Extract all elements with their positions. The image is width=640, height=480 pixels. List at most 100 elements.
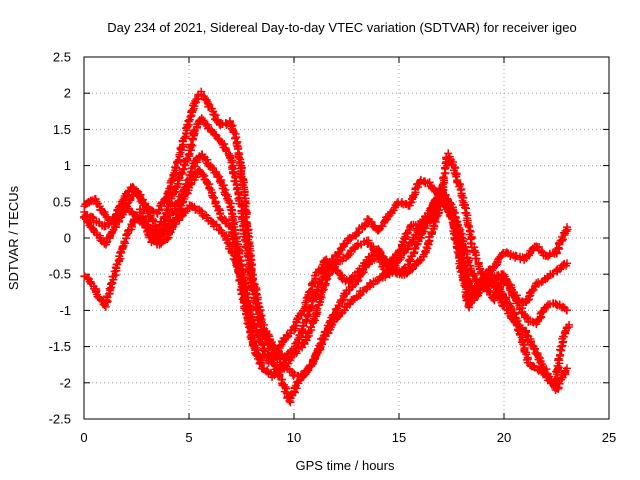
data-point (414, 225, 423, 234)
data-point (529, 343, 538, 352)
series-track-e (135, 192, 574, 407)
data-point (338, 296, 347, 305)
data-point (470, 247, 479, 256)
y-tick-label: -1 (59, 303, 71, 318)
data-point (88, 213, 97, 222)
data-point (243, 307, 252, 316)
data-point (83, 273, 92, 282)
data-point (96, 236, 105, 245)
chart-title: Day 234 of 2021, Sidereal Day-to-day VTE… (107, 20, 576, 35)
data-point (223, 238, 232, 247)
data-point (487, 271, 496, 280)
data-point (210, 193, 219, 202)
y-tick-label: -2 (59, 375, 71, 390)
data-point (245, 316, 254, 325)
data-point (452, 172, 461, 181)
x-tick-label: 25 (602, 430, 616, 445)
data-point (416, 256, 425, 265)
data-point (306, 286, 315, 295)
data-point (303, 333, 312, 342)
y-tick-label: 2 (64, 86, 71, 101)
data-point (317, 339, 326, 348)
data-point (242, 302, 251, 311)
y-tick-label: -1.5 (49, 339, 71, 354)
data-point (235, 159, 244, 168)
data-point (137, 208, 146, 217)
data-point (186, 140, 195, 149)
data-point (163, 235, 172, 244)
x-axis-ticks: 0 5 10 15 20 25 (80, 57, 616, 445)
data-point (105, 284, 114, 293)
data-point (563, 364, 571, 373)
data-point (535, 314, 544, 323)
data-point (307, 362, 316, 371)
data-point (537, 247, 546, 256)
data-point (167, 208, 176, 217)
data-point (481, 273, 490, 282)
data-point (425, 178, 434, 187)
data-point (502, 248, 511, 257)
data-point (439, 173, 448, 182)
data-point (132, 186, 141, 195)
x-tick-label: 0 (80, 430, 87, 445)
data-point (563, 223, 571, 232)
y-axis-label: SDTVAR / TECUs (6, 185, 21, 290)
data-point (429, 221, 438, 230)
y-tick-label: 1 (64, 158, 71, 173)
data-point (373, 250, 382, 259)
y-tick-label: 0 (64, 231, 71, 246)
data-point (160, 213, 169, 222)
data-point (111, 271, 120, 280)
y-tick-label: -0.5 (49, 267, 71, 282)
y-tick-label: 1.5 (53, 122, 71, 137)
data-point (435, 206, 444, 215)
data-point (552, 266, 561, 275)
data-point (294, 335, 303, 344)
data-point (184, 150, 193, 159)
data-point (464, 222, 473, 231)
data-point (241, 243, 250, 252)
data-point (565, 320, 574, 329)
data-point (248, 276, 257, 285)
data-point (353, 229, 362, 238)
data-point (220, 139, 229, 148)
data-point (83, 217, 92, 226)
data-point (354, 276, 363, 285)
data-point (519, 340, 528, 349)
y-tick-label: -2.5 (49, 412, 71, 427)
data-point (184, 117, 193, 126)
data-point (354, 291, 363, 300)
y-tick-label: 2.5 (53, 50, 71, 65)
data-point (154, 206, 163, 215)
data-point (306, 323, 315, 332)
x-tick-label: 20 (497, 430, 511, 445)
data-point (244, 252, 253, 261)
data-series-layer (80, 87, 574, 407)
y-tick-label: 0.5 (53, 194, 71, 209)
data-point (311, 316, 320, 325)
data-point (472, 254, 481, 263)
data-point (551, 299, 560, 308)
x-tick-label: 10 (287, 430, 301, 445)
data-point (560, 328, 569, 337)
x-tick-label: 5 (185, 430, 192, 445)
data-point (511, 253, 520, 262)
x-axis-label: GPS time / hours (296, 458, 395, 473)
data-point (241, 225, 250, 234)
data-point (536, 358, 545, 367)
data-point (173, 157, 182, 166)
data-point (289, 323, 298, 332)
data-point (127, 192, 136, 201)
data-point (383, 269, 392, 278)
data-point (300, 304, 309, 313)
data-point (214, 205, 223, 214)
data-point (393, 266, 402, 275)
y-axis-ticks: -2.5 -2 -1.5 -1 -0.5 0 0.5 1 1.5 2 2.5 (49, 50, 609, 427)
data-point (211, 111, 220, 120)
data-point (172, 163, 181, 172)
data-point (405, 256, 414, 265)
data-point (563, 259, 571, 268)
data-point (273, 348, 282, 357)
data-point (563, 306, 571, 315)
